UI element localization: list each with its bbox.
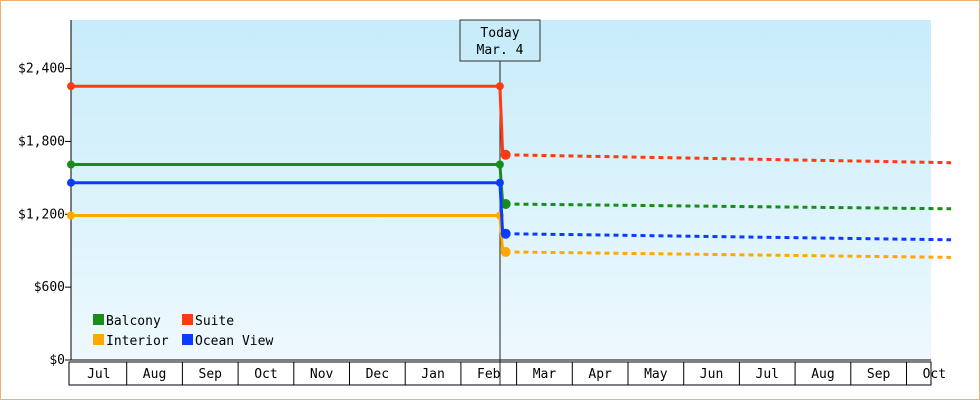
ocean-view-point [495, 178, 504, 187]
ocean-view-point [67, 178, 75, 187]
y-tick-label: $2,400 [18, 62, 65, 77]
x-tick-label: Aug [811, 367, 834, 382]
x-tick-label: Nov [310, 367, 334, 382]
today-label: Today [480, 26, 519, 41]
interior-legend-label: Interior [106, 334, 169, 349]
suite-point [67, 82, 75, 91]
ocean-view-point [500, 228, 511, 239]
balcony-legend-label: Balcony [106, 314, 161, 329]
x-tick-label: Sep [199, 367, 223, 382]
y-tick-label: $0 [49, 353, 65, 368]
suite-point [500, 149, 511, 160]
ocean-view-legend-swatch [182, 334, 193, 345]
x-tick-label: Jan [421, 367, 444, 382]
balcony-legend-swatch [93, 314, 104, 325]
balcony-forecast-line [505, 202, 952, 211]
x-tick-label: Feb [477, 367, 501, 382]
balcony-point [495, 160, 504, 169]
x-tick-label: Dec [366, 367, 389, 382]
suite-point [495, 82, 504, 91]
x-tick-label: Oct [923, 367, 946, 382]
suite-legend-label: Suite [195, 314, 234, 329]
interior-point [67, 211, 75, 220]
x-tick-label: Apr [588, 367, 612, 382]
suite-legend-swatch [182, 314, 193, 325]
balcony-point [500, 198, 511, 209]
x-tick-label: Mar [533, 367, 557, 382]
interior-point [500, 246, 511, 257]
balcony-point [67, 160, 75, 169]
interior-legend-swatch [93, 334, 104, 345]
x-tick-label: Jun [700, 367, 723, 382]
x-tick-label: Aug [143, 367, 166, 382]
today-date: Mar. 4 [477, 43, 524, 58]
x-tick-label: Jul [87, 367, 110, 382]
x-tick-label: May [644, 367, 668, 382]
y-tick-label: $1,800 [18, 134, 65, 149]
x-tick-label: Oct [254, 367, 277, 382]
interior-forecast-line [505, 250, 952, 259]
x-tick-label: Jul [756, 367, 779, 382]
ocean-view-legend-label: Ocean View [195, 334, 273, 349]
y-tick-label: $600 [34, 280, 65, 295]
x-tick-label: Sep [867, 367, 891, 382]
ocean-view-forecast-line [505, 232, 952, 242]
y-tick-label: $1,200 [18, 207, 65, 222]
suite-forecast-line [505, 153, 952, 165]
today-box [459, 19, 541, 62]
